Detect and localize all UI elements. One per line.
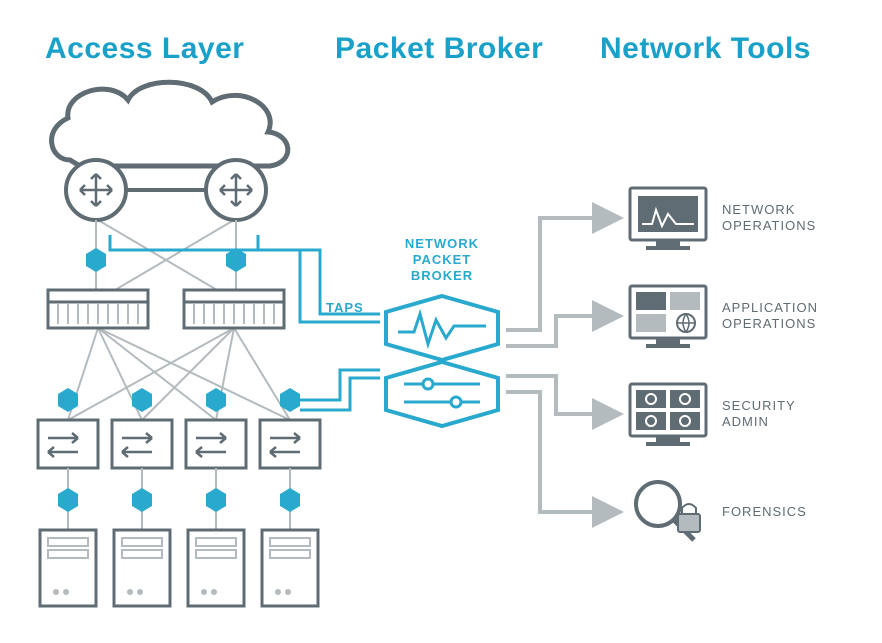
switch-left-icon (48, 290, 148, 328)
tool-app-ops-icon (630, 286, 706, 348)
router-right-icon (206, 160, 266, 220)
packet-broker-hex-top (386, 296, 498, 360)
tool-network-ops-icon (630, 188, 706, 250)
tier3-links (68, 468, 290, 530)
packet-broker-hex-bottom (386, 362, 498, 426)
tap-hexes (58, 248, 300, 512)
router-left-icon (66, 160, 126, 220)
diagram-canvas (0, 0, 882, 643)
l2-switches (38, 420, 320, 468)
cloud-icon (52, 82, 288, 166)
tool-arrows (506, 218, 616, 512)
switch-right-icon (184, 290, 284, 328)
tool-forensics-icon (636, 482, 700, 540)
tool-security-icon (630, 384, 706, 446)
servers (40, 530, 318, 606)
